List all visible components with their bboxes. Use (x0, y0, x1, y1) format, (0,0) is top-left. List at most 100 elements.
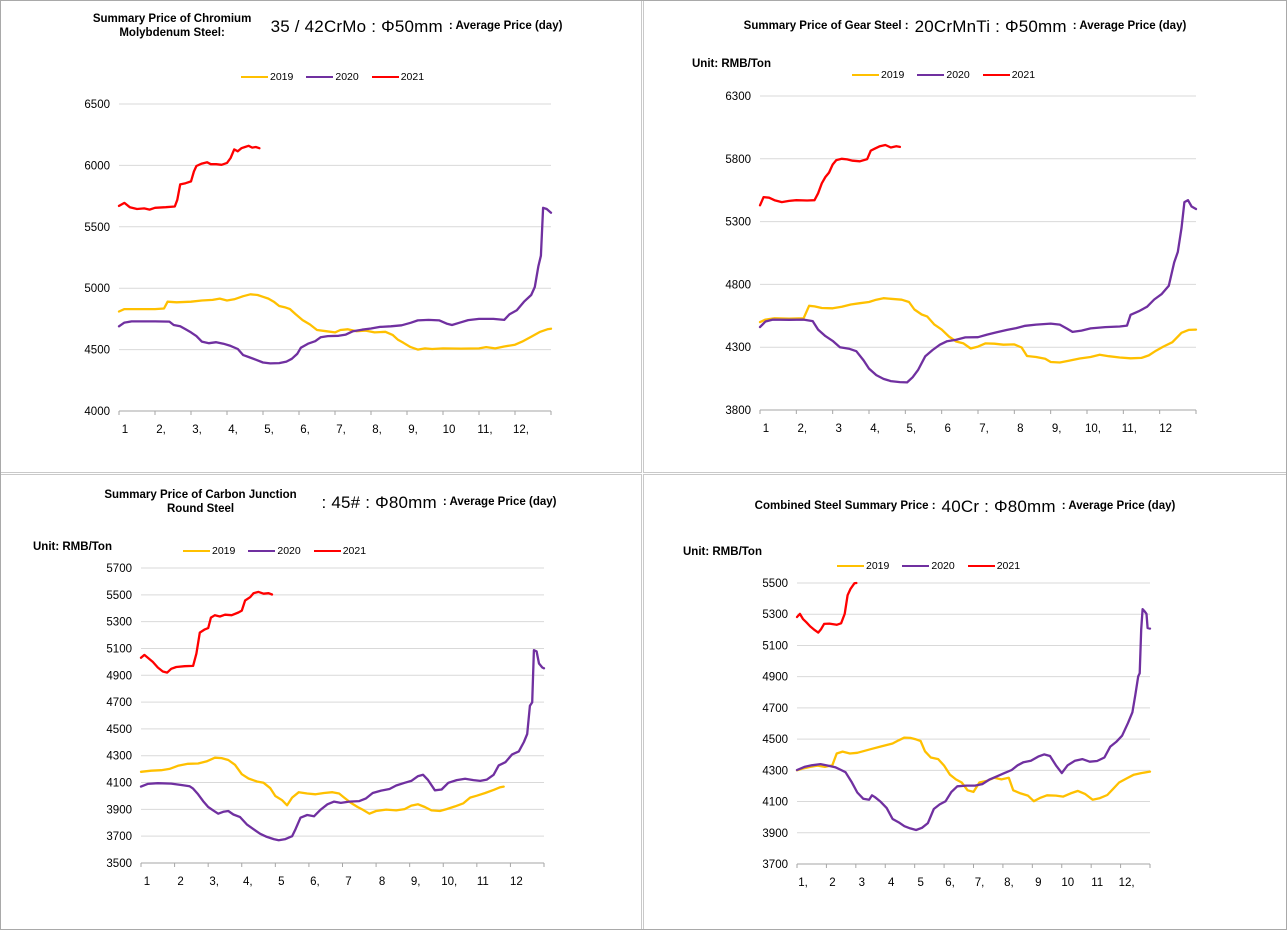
legend-swatch (306, 76, 334, 78)
x-tick-label: 2, (156, 424, 166, 436)
y-tick-label: 5300 (725, 217, 751, 229)
y-tick-label: 5700 (106, 563, 132, 575)
x-tick-label: 6, (300, 424, 310, 436)
legend-swatch (917, 74, 945, 76)
legend-label: 2020 (931, 560, 955, 572)
legend-item-2020: 2020 (248, 545, 301, 557)
x-tick-label: 6, (310, 876, 320, 888)
series-line-2021 (758, 143, 902, 207)
chart-panel-carbon-junction-round-steel: Summary Price of Carbon Junction Round S… (1, 474, 642, 929)
x-tick-label: 1 (763, 423, 769, 435)
y-tick-label: 4900 (106, 670, 132, 682)
x-tick-label: 8, (1004, 877, 1014, 889)
x-tick-label: 10 (443, 424, 456, 436)
y-tick-label: 5500 (762, 578, 788, 590)
legend-item-2021: 2021 (371, 71, 425, 83)
y-tick-label: 5000 (84, 283, 110, 295)
legend-item-2021: 2021 (967, 560, 1021, 572)
x-tick-label: 4, (228, 424, 238, 436)
x-tick-label: 12 (1159, 423, 1172, 435)
series-line-2019 (758, 297, 1198, 364)
x-tick-label: 7, (975, 877, 985, 889)
x-tick-label: 12, (513, 424, 529, 436)
x-tick-label: 5, (264, 424, 274, 436)
x-tick-label: 1 (144, 876, 150, 888)
y-tick-label: 5800 (725, 154, 751, 166)
chart-legend: 2019 2020 2021 (837, 560, 1020, 572)
legend-label: 2021 (400, 71, 425, 83)
legend-item-2020: 2020 (902, 560, 955, 572)
x-tick-label: 5 (278, 876, 284, 888)
legend-item-2020: 2020 (306, 71, 359, 83)
y-tick-label: 3700 (106, 831, 132, 843)
y-tick-label: 4100 (106, 778, 132, 790)
legend-swatch (852, 74, 879, 76)
x-tick-label: 6 (944, 423, 950, 435)
legend-swatch (967, 565, 995, 567)
plot-svg: 3700 3900 4100 4300 4500 4700 4900 5100 5300 5500… (762, 578, 1152, 889)
x-tick-label: 2 (177, 876, 183, 888)
y-tick-label: 5500 (84, 222, 110, 234)
y-tick-label: 4500 (106, 724, 132, 736)
x-tick-label: 6, (945, 877, 955, 889)
series-line-2020 (139, 648, 546, 842)
legend-label: 2019 (212, 545, 236, 557)
chart-legend: 2019 2020 2021 (852, 69, 1035, 81)
series-line-2020 (758, 199, 1198, 384)
y-tick-label: 4900 (762, 672, 788, 684)
x-tick-label: 1, (798, 877, 808, 889)
legend-label: 2021 (996, 560, 1021, 572)
y-tick-label: 4500 (84, 345, 110, 357)
y-tick-label: 4300 (725, 342, 751, 354)
plot-svg: 3500 3700 3900 4100 4300 4500 4700 4900 5100 5300… (106, 563, 546, 888)
legend-item-2019: 2019 (241, 71, 293, 83)
y-tick-label: 3700 (762, 859, 788, 871)
y-tick-label: 5300 (106, 617, 132, 629)
legend-label: 2019 (866, 560, 890, 572)
y-tick-label: 4300 (762, 765, 788, 777)
y-tick-label: 5100 (762, 640, 788, 652)
y-tick-label: 4100 (762, 797, 788, 809)
chart-plot-area: 3700 3900 4100 4300 4500 4700 4900 5100 5300 5500… (644, 475, 1286, 929)
legend-item-2019: 2019 (183, 545, 235, 557)
y-tick-label: 4700 (106, 697, 132, 709)
legend-swatch (982, 74, 1010, 76)
y-tick-label: 3900 (762, 828, 788, 840)
x-tick-label: 3, (209, 876, 219, 888)
legend-swatch (248, 550, 276, 552)
y-tick-label: 6500 (84, 99, 110, 111)
x-tick-label: 3 (859, 877, 865, 889)
x-tick-label: 9, (1052, 423, 1062, 435)
legend-swatch (371, 76, 399, 78)
x-tick-label: 12, (1119, 877, 1135, 889)
x-tick-label: 7, (336, 424, 346, 436)
legend-label: 2020 (277, 545, 301, 557)
y-tick-label: 4800 (725, 279, 751, 291)
x-tick-label: 2 (829, 877, 835, 889)
x-tick-label: 4, (870, 423, 880, 435)
series-line-2019 (139, 756, 505, 815)
series-line-2020 (795, 608, 1152, 832)
x-tick-label: 5, (907, 423, 917, 435)
series-line-2019 (117, 293, 553, 351)
series-line-2021 (795, 581, 858, 634)
legend-label: 2020 (946, 69, 970, 81)
y-tick-label: 3800 (725, 405, 751, 417)
x-tick-label: 9 (1035, 877, 1041, 889)
legend-item-2019: 2019 (837, 560, 889, 572)
x-tick-label: 11, (477, 424, 492, 436)
y-tick-label: 5300 (762, 609, 788, 621)
legend-label: 2020 (335, 71, 359, 83)
y-tick-label: 4000 (84, 406, 110, 418)
y-tick-label: 3500 (106, 858, 132, 870)
x-tick-label: 7 (345, 876, 351, 888)
chart-legend: 2019 2020 2021 (183, 545, 366, 557)
x-tick-label: 8 (1017, 423, 1023, 435)
legend-swatch (313, 550, 341, 552)
x-tick-label: 10, (441, 876, 457, 888)
legend-label: 2019 (270, 71, 294, 83)
x-tick-label: 9, (411, 876, 421, 888)
x-tick-label: 11 (477, 876, 489, 888)
y-tick-label: 6300 (725, 91, 751, 103)
